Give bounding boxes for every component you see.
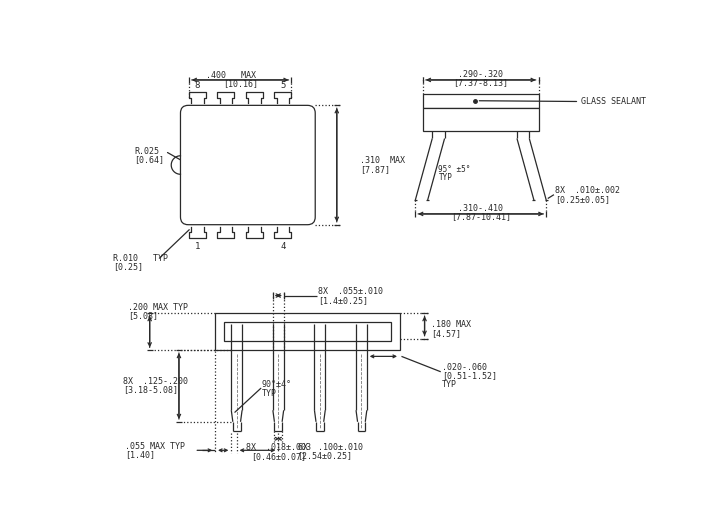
Text: [0.51-1.52]: [0.51-1.52]	[442, 371, 497, 380]
Text: 8X  .055±.010: 8X .055±.010	[318, 287, 384, 296]
Bar	[423, 108, 539, 131]
Text: R.025: R.025	[134, 146, 159, 156]
Text: [1.40]: [1.40]	[125, 450, 155, 459]
Text: .055 MAX TYP: .055 MAX TYP	[125, 442, 185, 451]
Text: .200 MAX TYP: .200 MAX TYP	[128, 302, 188, 312]
Text: 4: 4	[280, 242, 286, 251]
Text: [1.4±0.25]: [1.4±0.25]	[318, 296, 368, 304]
Text: 8X  .018±.003: 8X .018±.003	[246, 444, 311, 453]
Text: .400   MAX: .400 MAX	[206, 71, 256, 80]
Text: .310  MAX: .310 MAX	[360, 156, 405, 165]
Text: 95° ±5°: 95° ±5°	[438, 165, 471, 174]
Text: .310-.410: .310-.410	[459, 204, 503, 213]
Text: 8X  .010±.002: 8X .010±.002	[555, 186, 621, 195]
Text: TYP: TYP	[442, 380, 457, 388]
FancyBboxPatch shape	[180, 106, 315, 225]
Text: [2.54±0.25]: [2.54±0.25]	[298, 451, 353, 460]
Text: TYP: TYP	[261, 389, 276, 398]
Text: 5: 5	[280, 81, 286, 90]
Text: [3.18-5.08]: [3.18-5.08]	[123, 385, 178, 394]
Bar	[423, 94, 539, 108]
Text: R.010   TYP: R.010 TYP	[113, 254, 169, 263]
Text: 90°±4°: 90°±4°	[261, 380, 291, 390]
Bar	[215, 313, 400, 350]
Text: [0.25±0.05]: [0.25±0.05]	[555, 195, 611, 204]
Text: [5.08]: [5.08]	[128, 311, 158, 320]
Text: [0.25]: [0.25]	[113, 262, 143, 271]
Text: .020-.060: .020-.060	[442, 363, 487, 372]
Text: [7.37-8.13]: [7.37-8.13]	[454, 79, 508, 88]
Text: [7.87-10.41]: [7.87-10.41]	[451, 213, 510, 222]
Text: 1: 1	[195, 242, 200, 251]
Bar	[224, 322, 391, 341]
Text: [7.87]: [7.87]	[360, 165, 390, 174]
Text: 8: 8	[195, 81, 200, 90]
Text: [10.16]: [10.16]	[223, 79, 257, 88]
Text: [4.57]: [4.57]	[430, 329, 461, 338]
Text: .290-.320: .290-.320	[459, 70, 503, 79]
Text: 6X  .100±.010: 6X .100±.010	[298, 443, 363, 452]
Text: .180 MAX: .180 MAX	[430, 320, 471, 329]
Text: [0.46±0.07]: [0.46±0.07]	[251, 452, 306, 461]
Text: GLASS SEALANT: GLASS SEALANT	[581, 97, 646, 106]
Text: 8X  .125-.200: 8X .125-.200	[123, 377, 187, 386]
Text: [0.64]: [0.64]	[134, 155, 164, 164]
Text: TYP: TYP	[438, 173, 452, 182]
